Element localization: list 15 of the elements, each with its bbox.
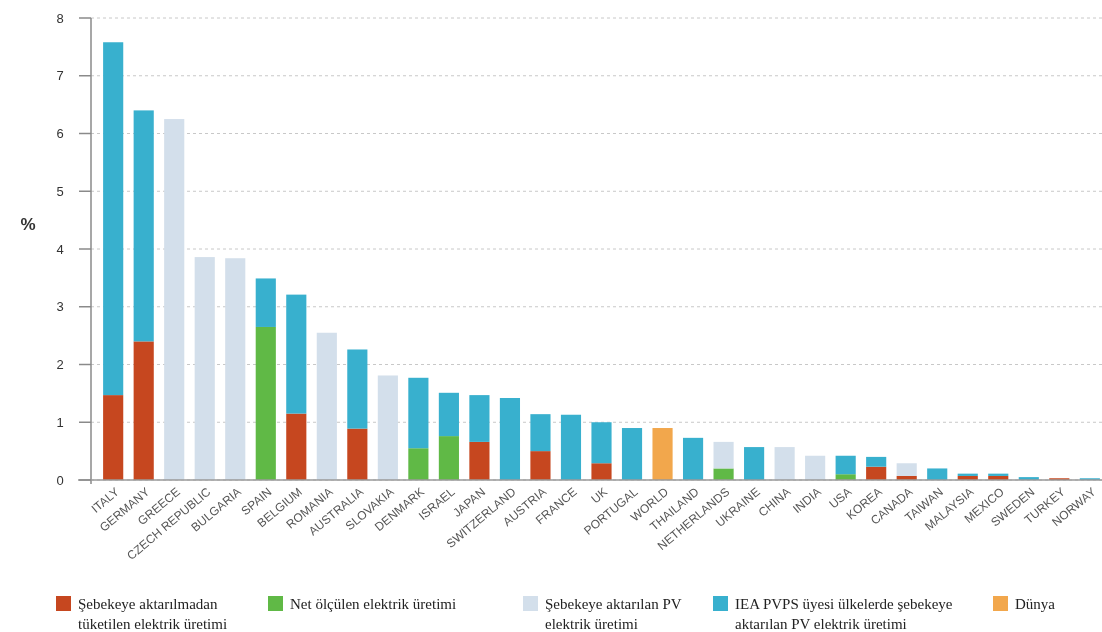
legend-label: Şebekeye aktarılmadan tüketilen elektrik üretimi — [78, 596, 228, 632]
y-axis-title: % — [20, 215, 36, 234]
legend-label: Dünya — [1015, 596, 1056, 612]
y-tick-label: 0 — [56, 472, 64, 488]
y-tick-label: 8 — [56, 10, 64, 26]
y-tick-label: 2 — [56, 357, 64, 373]
y-tick-label: 1 — [56, 414, 64, 430]
legend-label: Şebekeye aktarılan PV elektrik üretimi — [545, 596, 682, 632]
y-tick-label: 4 — [56, 241, 64, 257]
y-tick-label: 6 — [56, 126, 64, 142]
legend-label: IEA PVPS üyesi ülkelerde şebekeye aktarılan PV elektrik üretimi — [735, 596, 953, 632]
y-tick-label: 3 — [56, 299, 64, 315]
legend-label: Net ölçülen elektrik üretimi — [290, 596, 457, 612]
y-tick-label: 5 — [56, 183, 64, 199]
y-tick-label: 7 — [56, 68, 64, 84]
